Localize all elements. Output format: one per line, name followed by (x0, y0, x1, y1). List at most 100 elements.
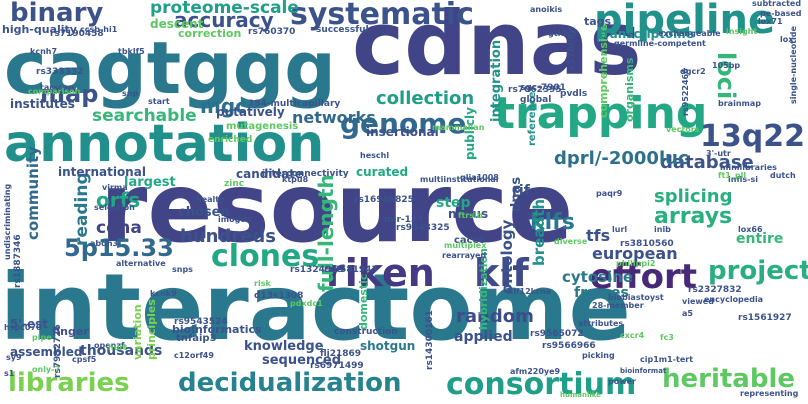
word-zinc: zinc (224, 179, 245, 189)
word-tnfaip3: tnfaip3 (176, 333, 217, 344)
word-institutes: institutes (10, 97, 75, 111)
word-tfs: tfs (586, 226, 611, 245)
word-publicly: publicly (463, 107, 477, 160)
word-virma: virma (102, 183, 128, 192)
word-health: health (196, 195, 225, 204)
word-undiscriminating: undiscriminating (3, 183, 12, 260)
word-trapping: trapping (494, 88, 708, 139)
word-reading: reading (72, 172, 92, 246)
word-dgcr2: dgcr2 (680, 67, 706, 76)
word-snp: snp (122, 89, 139, 98)
word-selection: selection (94, 203, 135, 212)
word-multiplex: multiplex (444, 241, 487, 250)
word-hundreds: hundreds (180, 226, 277, 247)
word-subtracted: subtracted (752, 0, 802, 8)
word-sgc-7901: sgc-7901 (520, 83, 566, 93)
word-frames: frames (574, 285, 629, 301)
word-5p15-33: 5p15.33 (64, 234, 174, 262)
word-splicing: splicing (654, 186, 733, 207)
word-ktpu8: ktpu8 (282, 175, 309, 184)
word-rs14300161: rs14300161 (425, 310, 435, 370)
word-riken: riken (326, 251, 435, 295)
word-pdxdc1: pdxdc1 (290, 299, 323, 308)
word-tags: tags (584, 15, 612, 28)
word-germline-competent: germline-competent (614, 39, 706, 48)
word-philippi2: philippi2 (616, 259, 656, 268)
word-rs9522466: rs9522466 (681, 68, 690, 116)
word-insertional: insertional (366, 125, 439, 139)
word-minilibraries: minilibraries (720, 163, 777, 172)
word-encyclopedia: encyclopedia (704, 295, 764, 304)
word-principles: principles (145, 299, 158, 360)
word-tbklf5: tbklf5 (118, 47, 145, 56)
word-cip1m1-tert: cip1m1-tert (640, 355, 694, 364)
word-step: step (436, 195, 471, 211)
word-rs3810560: rs3810560 (620, 239, 674, 249)
word-s1: s1 (4, 369, 15, 378)
word-hurt: hurt (108, 343, 128, 352)
word-kcnh7: kcnh7 (30, 47, 58, 56)
word-vectors: vectors (666, 125, 700, 134)
word-klf12krna: klf12krna (508, 287, 552, 296)
word-arrays: arrays (654, 204, 733, 229)
word-viewed: viewed (682, 297, 714, 306)
word-searchable: searchable (92, 106, 197, 126)
word-genome: genome (340, 107, 467, 140)
word-rs9565072: rs9565072 (530, 329, 584, 339)
word-paqr9: paqr9 (596, 189, 623, 198)
word-rs760370: rs760370 (248, 27, 296, 37)
word-infls-si: infls-si (728, 175, 758, 184)
word-rs2327832: rs2327832 (688, 285, 742, 295)
word-proteome-scale: proteome-scale (150, 0, 299, 18)
word-d13s1308: d13s1308 (254, 291, 304, 301)
word-descent: descent (150, 17, 204, 31)
word-pvdls: pvdls (560, 89, 588, 99)
word-database: database (660, 152, 754, 173)
word-construction: construction (334, 327, 398, 337)
word-brainmap: brainmap (718, 99, 761, 108)
word-interactome: interactome (0, 254, 631, 361)
word-only-7: only-7 (32, 365, 61, 374)
word-rs1887346: rs1887346 (13, 234, 23, 288)
word-klfs: klfs (530, 210, 575, 235)
word-mir-137: mir-137 (384, 215, 424, 225)
word-abdh3: abdh3 (90, 239, 119, 248)
word-enriched: enriched (208, 135, 253, 145)
word-mammalian: mammalian (432, 123, 485, 132)
word-13q22: 13q22 (700, 119, 805, 154)
word-accuracy: accuracy (174, 8, 274, 32)
word-biobiastoyst: biobiastoyst (608, 293, 664, 302)
word-interconnectivity: interconnectivity (262, 169, 349, 179)
word-rearrayed: rearrayed (442, 251, 487, 260)
word-rs7190458: rs7190458 (50, 29, 104, 39)
word-nexus: nexus (448, 207, 489, 221)
word-anoikis: anoikis (530, 5, 563, 14)
word-heschl: heschl (360, 151, 390, 160)
word-rs1324913: rs1324913 (290, 265, 344, 275)
word-networks: networks (292, 108, 376, 127)
word-binary: binary (10, 0, 104, 28)
word-heritable: heritable (662, 364, 796, 394)
word-assembled: assembled (10, 345, 83, 359)
word-openzf: openzf (94, 341, 125, 350)
word-rs9566966: rs9566966 (542, 341, 596, 351)
word-bioinformat: bioinformat (620, 367, 667, 375)
word-rs16986825: rs16986825 (354, 195, 414, 205)
word-start: start (148, 97, 170, 106)
word-correction: correction (178, 27, 242, 40)
word-klf: klf (474, 251, 529, 295)
word-ftrslb: ftrslb (458, 211, 483, 220)
word-community: community (24, 146, 42, 240)
word-power: power (608, 377, 636, 386)
word-tarscan: tarscan (40, 83, 74, 92)
word-decidualization: decidualization (178, 368, 402, 398)
word-domestic: domestic (357, 273, 370, 330)
word-dprl-2000luc: dprl/-2000luc (554, 148, 689, 169)
word-single-nucleotide: single-nucleotide (789, 26, 798, 104)
word-transcriptome: transcriptome (598, 27, 694, 41)
word-sequenced: sequenced (262, 353, 342, 368)
word-3-utr: 3'-utr (706, 149, 731, 158)
word-inib: inib (654, 225, 671, 234)
word-pe-based: pe-based (760, 9, 802, 18)
